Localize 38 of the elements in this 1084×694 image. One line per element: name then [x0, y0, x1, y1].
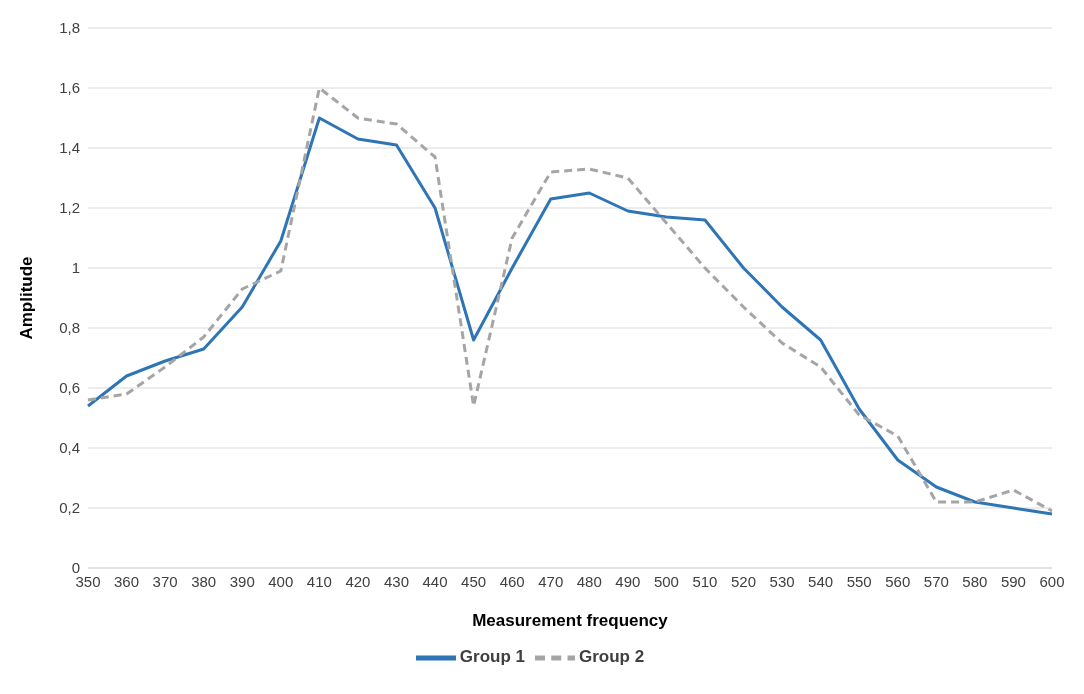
x-tick-label: 550 [846, 572, 872, 590]
x-tick-label: 370 [152, 572, 178, 590]
x-tick-label: 420 [345, 572, 371, 590]
x-tick-label: 400 [268, 572, 294, 590]
legend-label: Group 2 [579, 647, 645, 667]
x-axis-title: Measurement frequency [472, 611, 669, 630]
y-tick-label: 0,8 [59, 319, 80, 337]
x-tick-label: 520 [731, 572, 757, 590]
x-tick-label: 530 [769, 572, 795, 590]
x-tick-label: 440 [422, 572, 448, 590]
x-tick-label: 580 [962, 572, 988, 590]
y-tick-label: 0,6 [59, 379, 80, 397]
x-tick-label: 540 [808, 572, 834, 590]
y-tick-label: 0,4 [59, 439, 80, 457]
x-tick-label: 510 [692, 572, 718, 590]
x-tick-label: 560 [885, 572, 911, 590]
y-axis-title: Amplitude [17, 256, 37, 340]
x-tick-label: 500 [653, 572, 679, 590]
x-tick-label: 390 [229, 572, 255, 590]
y-tick-label: 1 [71, 259, 80, 277]
x-tick-label: 360 [114, 572, 140, 590]
x-tick-label: 600 [1039, 572, 1065, 590]
x-tick-label: 430 [383, 572, 409, 590]
y-tick-label: 1,2 [59, 199, 80, 217]
y-tick-label: 1,4 [59, 139, 80, 157]
y-tick-label: 1,8 [59, 19, 80, 37]
x-tick-label: 490 [615, 572, 641, 590]
x-tick-label: 470 [538, 572, 564, 590]
legend-label: Group 1 [459, 647, 525, 667]
x-tick-label: 460 [499, 572, 525, 590]
x-tick-label: 380 [191, 572, 217, 590]
y-tick-label: 0,2 [59, 499, 80, 517]
x-tick-label: 410 [306, 572, 332, 590]
x-tick-label: 590 [1000, 572, 1026, 590]
x-tick-label: 450 [461, 572, 487, 590]
x-tick-label: 480 [576, 572, 602, 590]
y-tick-label: 1,6 [59, 79, 80, 97]
x-tick-label: 570 [923, 572, 949, 590]
